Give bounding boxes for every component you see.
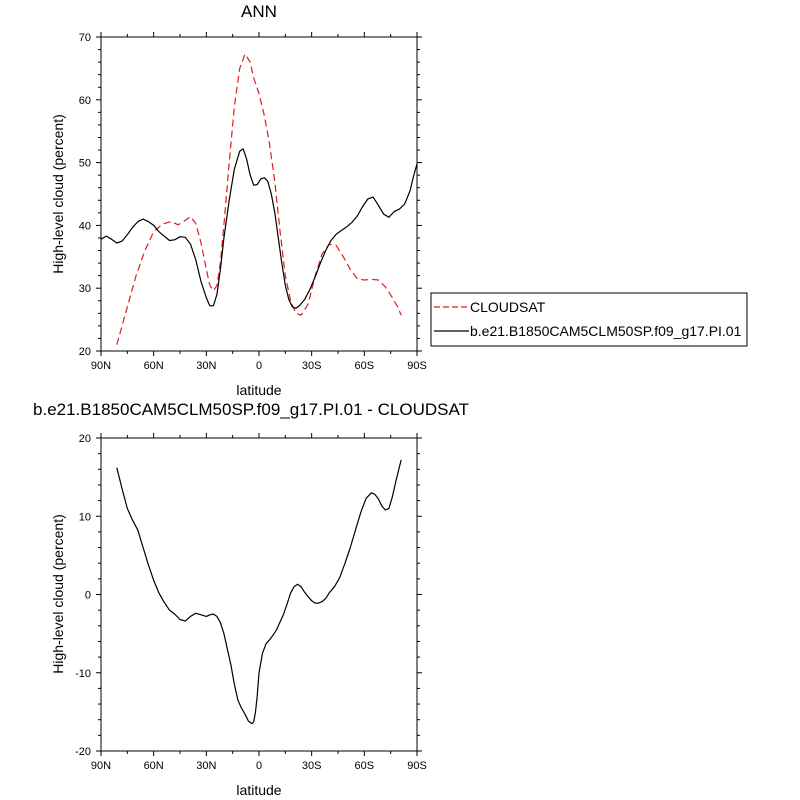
bottom-y-tick-label: -20 (75, 746, 91, 758)
legend: CLOUDSAT b.e21.B1850CAM5CLM50SP.f09_g17.… (430, 292, 748, 347)
bottom-chart-y-axis-title: High-level cloud (percent) (50, 514, 66, 674)
bottom-chart: b.e21.B1850CAM5CLM50SP.f09_g17.PI.01 - C… (33, 400, 469, 798)
bottom-x-tick-label: 60N (144, 760, 164, 772)
top-y-tick-label: 60 (79, 95, 91, 107)
top-y-tick-label: 70 (79, 32, 91, 44)
legend-label-model: b.e21.B1850CAM5CLM50SP.f09_g17.PI.01 (470, 323, 742, 339)
top-x-tick-label: 30N (196, 360, 216, 372)
top-series-line-model (100, 148, 418, 309)
top-x-tick-label: 60N (144, 360, 164, 372)
bottom-y-tick-label: 0 (85, 590, 91, 602)
top-y-tick-label: 20 (79, 346, 91, 358)
bottom-chart-title: b.e21.B1850CAM5CLM50SP.f09_g17.PI.01 - C… (33, 400, 469, 419)
top-x-tick-label: 90N (91, 360, 111, 372)
top-chart-x-axis-title: latitude (236, 382, 281, 398)
top-chart: ANN High-level cloud (percent) latitude … (50, 2, 748, 398)
bottom-x-tick-label: 30S (302, 760, 322, 772)
top-y-tick-label: 50 (79, 158, 91, 170)
bottom-x-tick-label: 90S (407, 760, 427, 772)
legend-box (430, 292, 748, 347)
top-chart-plot-frame (100, 36, 418, 352)
legend-label-cloudsat: CLOUDSAT (470, 299, 546, 315)
bottom-x-tick-label: 0 (256, 760, 262, 772)
top-chart-y-axis-title: High-level cloud (percent) (50, 114, 66, 274)
bottom-chart-plot-frame (100, 437, 418, 752)
top-x-tick-label: 30S (302, 360, 322, 372)
top-x-tick-label: 60S (355, 360, 375, 372)
bottom-y-tick-label: -10 (75, 668, 91, 680)
bottom-y-tick-label: 10 (79, 511, 91, 523)
bottom-x-tick-label: 90N (91, 760, 111, 772)
bottom-y-tick-label: 20 (79, 433, 91, 445)
top-x-tick-label: 0 (256, 360, 262, 372)
bottom-series-line-model (116, 459, 402, 725)
top-x-tick-label: 90S (407, 360, 427, 372)
bottom-chart-x-axis-title: latitude (236, 782, 281, 798)
top-y-tick-label: 30 (79, 283, 91, 295)
top-series-line-cloudsat (116, 53, 402, 345)
bottom-x-tick-label: 30N (196, 760, 216, 772)
top-y-tick-label: 40 (79, 220, 91, 232)
bottom-x-tick-label: 60S (355, 760, 375, 772)
top-chart-title: ANN (241, 2, 277, 21)
